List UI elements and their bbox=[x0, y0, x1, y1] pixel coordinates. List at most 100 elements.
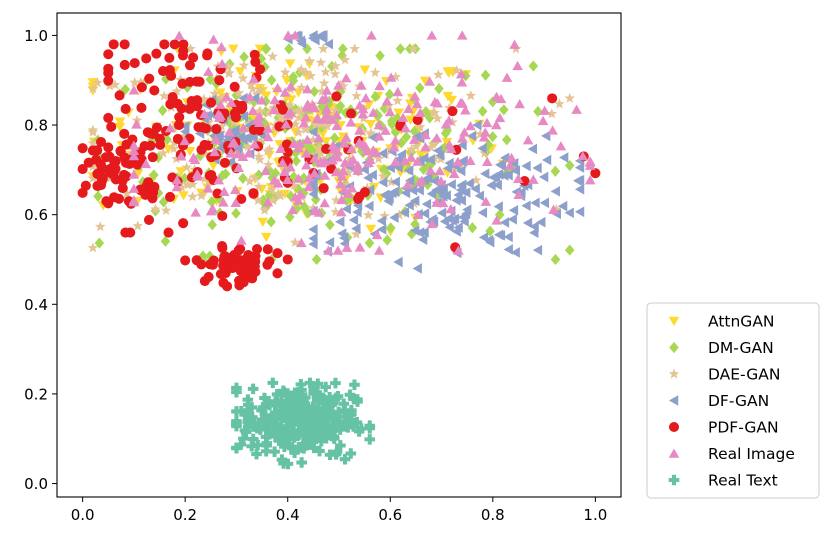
data-point bbox=[547, 125, 558, 135]
data-point bbox=[584, 160, 596, 170]
data-point bbox=[514, 99, 525, 109]
data-point bbox=[315, 411, 327, 422]
data-point bbox=[289, 30, 301, 40]
data-point bbox=[128, 85, 140, 95]
data-point bbox=[256, 405, 267, 416]
data-point bbox=[348, 421, 359, 432]
legend-item: DF-GAN bbox=[668, 392, 769, 410]
data-point bbox=[539, 105, 550, 115]
data-point bbox=[108, 39, 119, 50]
data-point bbox=[254, 84, 266, 95]
legend-item: Real Text bbox=[668, 472, 778, 490]
data-point bbox=[399, 207, 410, 218]
data-point bbox=[237, 151, 249, 161]
data-point bbox=[128, 145, 140, 155]
data-point bbox=[330, 422, 342, 434]
data-point bbox=[320, 66, 331, 77]
data-point bbox=[214, 130, 224, 141]
data-point bbox=[290, 118, 301, 129]
data-point bbox=[103, 75, 114, 86]
data-point bbox=[231, 382, 242, 394]
data-point bbox=[87, 137, 99, 148]
data-point bbox=[166, 70, 177, 81]
data-point bbox=[403, 103, 414, 114]
data-point bbox=[342, 179, 353, 190]
data-point bbox=[250, 56, 261, 68]
data-point bbox=[509, 39, 520, 49]
data-point bbox=[303, 181, 315, 191]
x-tick-label: 0.4 bbox=[276, 506, 300, 524]
data-point bbox=[206, 170, 217, 181]
data-point bbox=[314, 142, 325, 153]
data-point bbox=[402, 179, 413, 190]
data-point bbox=[344, 389, 356, 401]
data-point bbox=[235, 128, 245, 140]
data-point bbox=[77, 164, 88, 175]
data-point bbox=[206, 97, 217, 108]
data-point bbox=[456, 30, 468, 40]
data-point bbox=[270, 408, 281, 420]
data-point bbox=[410, 195, 420, 207]
data-point bbox=[305, 146, 316, 158]
data-point bbox=[459, 216, 469, 227]
data-point bbox=[340, 73, 352, 83]
data-point bbox=[141, 53, 152, 64]
data-point bbox=[286, 425, 298, 437]
data-point bbox=[196, 190, 207, 201]
data-point bbox=[114, 117, 126, 127]
data-point bbox=[474, 128, 486, 139]
data-point bbox=[114, 122, 126, 133]
data-point bbox=[237, 72, 249, 83]
data-point bbox=[303, 422, 315, 433]
data-point bbox=[291, 155, 301, 167]
data-point bbox=[318, 77, 330, 88]
data-point bbox=[106, 121, 117, 132]
data-point bbox=[495, 230, 506, 241]
data-point bbox=[224, 126, 235, 137]
data-point bbox=[330, 206, 341, 217]
data-point bbox=[182, 81, 193, 93]
data-point bbox=[321, 143, 332, 154]
data-point bbox=[308, 224, 318, 235]
data-point bbox=[289, 447, 300, 459]
data-point bbox=[145, 128, 156, 139]
data-point bbox=[528, 60, 539, 72]
data-point bbox=[184, 103, 195, 114]
data-point bbox=[178, 39, 189, 50]
data-point bbox=[294, 407, 306, 418]
data-point bbox=[217, 210, 228, 222]
data-point bbox=[536, 216, 546, 228]
data-point bbox=[346, 144, 357, 154]
data-point bbox=[389, 186, 400, 198]
data-point bbox=[260, 165, 271, 176]
data-point bbox=[329, 104, 341, 115]
data-point bbox=[432, 145, 443, 156]
data-point bbox=[173, 120, 185, 131]
data-point bbox=[230, 184, 241, 194]
data-point bbox=[263, 395, 275, 407]
data-point bbox=[339, 138, 350, 148]
data-point bbox=[339, 453, 351, 465]
data-point bbox=[312, 378, 324, 390]
data-point bbox=[308, 134, 319, 145]
data-point bbox=[479, 127, 491, 137]
data-point bbox=[323, 245, 334, 255]
data-point bbox=[164, 123, 176, 133]
data-point bbox=[362, 182, 373, 193]
data-point bbox=[281, 407, 292, 419]
data-point bbox=[269, 175, 280, 185]
data-point bbox=[380, 189, 390, 201]
data-point bbox=[464, 178, 474, 189]
data-point bbox=[308, 202, 319, 213]
data-point bbox=[377, 148, 388, 159]
data-point bbox=[293, 195, 304, 205]
data-point bbox=[571, 104, 582, 114]
data-point bbox=[331, 91, 342, 102]
x-axis: 0.0 0.2 0.4 0.6 0.8 1.0 bbox=[71, 497, 607, 524]
data-point bbox=[436, 207, 447, 219]
data-point bbox=[521, 200, 531, 212]
data-point bbox=[451, 195, 461, 206]
data-point bbox=[245, 79, 257, 90]
data-point bbox=[275, 111, 287, 122]
data-point bbox=[330, 60, 341, 71]
